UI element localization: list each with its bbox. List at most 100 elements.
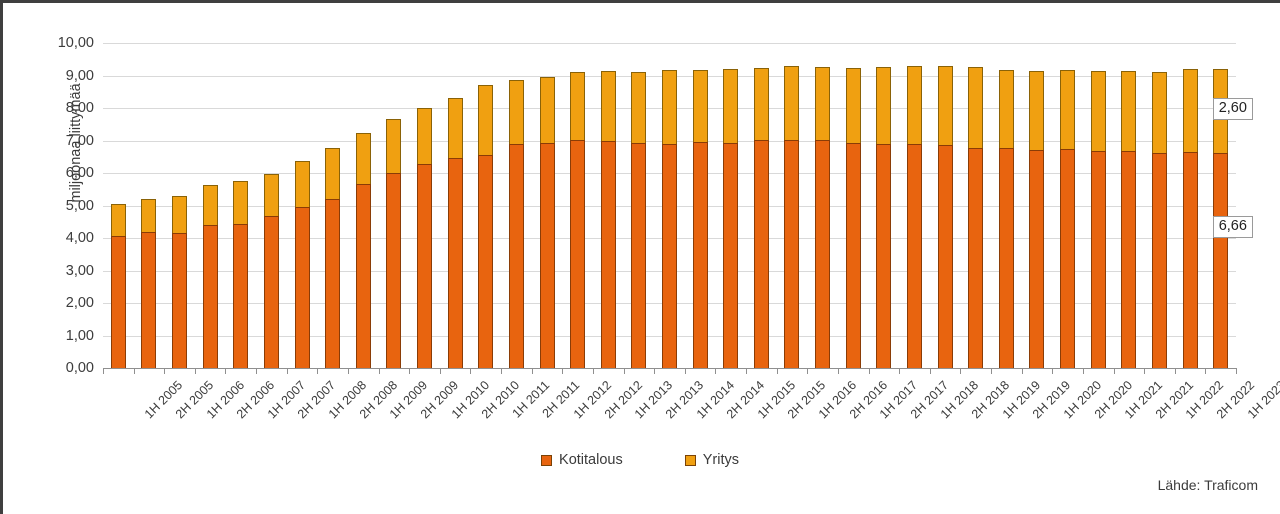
window-left-border (0, 0, 3, 514)
bar-stack (447, 97, 463, 369)
bar-segment-yritys (386, 119, 402, 175)
bar-stack (815, 67, 831, 369)
bar-segment-kotitalous (1029, 149, 1045, 369)
x-axis-tick (776, 368, 778, 374)
bar-segment-kotitalous (141, 231, 157, 369)
x-axis-tick (654, 368, 656, 374)
x-axis-tick (899, 368, 901, 374)
y-axis-tick-label: 3,00 (65, 262, 94, 279)
x-axis-tick (1236, 368, 1237, 374)
bar-stack (417, 107, 433, 369)
legend-label: Yritys (702, 452, 739, 468)
bar-segment-yritys (447, 97, 463, 160)
bar-stack (692, 69, 708, 369)
bar-segment-kotitalous (815, 140, 831, 369)
bar-segment-yritys (110, 203, 126, 237)
bar-segment-kotitalous (172, 232, 188, 369)
bar-segment-kotitalous (110, 235, 126, 369)
x-axis-tick (746, 368, 748, 374)
bar-stack (998, 69, 1014, 369)
bar-segment-yritys (202, 185, 218, 226)
x-axis-tick (715, 368, 717, 374)
bar-segment-yritys (325, 148, 341, 201)
bar-stack (1182, 69, 1198, 369)
bar-segment-yritys (784, 66, 800, 142)
bar-segment-yritys (1121, 70, 1137, 153)
bar-segment-yritys (876, 66, 892, 145)
bar-segment-kotitalous (570, 139, 586, 369)
bar-segment-yritys (815, 67, 831, 142)
x-axis-tick (1144, 368, 1146, 374)
bar-stack (508, 80, 524, 369)
y-axis-tick-label: 4,00 (65, 230, 94, 246)
x-axis-tick (1021, 368, 1023, 374)
legend-label: Kotitalous (559, 452, 623, 468)
bar-segment-yritys (263, 173, 279, 218)
y-axis-tick-label: 8,00 (65, 100, 94, 116)
x-axis-tick (929, 368, 931, 374)
bar-stack (600, 71, 616, 369)
bar-segment-yritys (355, 132, 371, 186)
bar-segment-yritys (417, 107, 433, 166)
bar-segment-kotitalous (478, 154, 494, 369)
y-axis-tick-label: 7,00 (65, 132, 94, 149)
legend-item-yritys[interactable]: Yritys (684, 452, 739, 468)
bar-segment-yritys (723, 69, 739, 144)
bar-stack (172, 195, 188, 369)
x-axis-tick (1174, 368, 1176, 374)
bar-stack (1029, 71, 1045, 369)
bar-stack (1151, 71, 1167, 369)
x-axis-tick (317, 368, 319, 374)
y-axis-tick-label: 9,00 (65, 67, 94, 84)
legend-item-kotitalous[interactable]: Kotitalous (541, 452, 623, 468)
x-axis-line (103, 368, 1236, 369)
bar-segment-kotitalous (447, 158, 463, 369)
x-axis-tick (103, 368, 104, 374)
bar-segment-yritys (508, 80, 524, 146)
bar-segment-kotitalous (784, 140, 800, 369)
bar-segment-kotitalous (294, 207, 310, 369)
x-axis-tick (991, 368, 993, 374)
x-axis-tick (286, 368, 288, 374)
bar-segment-yritys (937, 66, 953, 147)
bar-segment-kotitalous (1121, 151, 1137, 369)
bar-stack (478, 84, 494, 369)
gridline (103, 43, 1236, 44)
bar-stack (784, 66, 800, 369)
bar-segment-kotitalous (600, 140, 616, 369)
x-axis-tick (347, 368, 349, 374)
bar-segment-kotitalous (1182, 151, 1198, 369)
bar-stack (539, 76, 555, 369)
bar-segment-kotitalous (539, 142, 555, 369)
bar-stack (110, 203, 126, 369)
x-axis-tick (531, 368, 533, 374)
chart-legend: Kotitalous Yritys (0, 452, 1280, 468)
bar-stack (631, 71, 647, 369)
plot-area: 2,60 6,66 (103, 43, 1253, 369)
window-top-border (0, 0, 1280, 3)
x-axis-tick (1113, 368, 1115, 374)
bar-segment-kotitalous (1213, 152, 1229, 369)
x-axis-tick (470, 368, 472, 374)
bar-stack (753, 67, 769, 369)
bar-segment-yritys (600, 71, 616, 142)
bar-segment-kotitalous (723, 142, 739, 369)
bar-segment-yritys (539, 76, 555, 144)
bar-stack (906, 66, 922, 369)
bar-stack (386, 119, 402, 369)
bar-segment-kotitalous (662, 144, 677, 369)
x-axis-tick (378, 368, 380, 374)
bar-stack (233, 180, 249, 369)
bar-segment-yritys (1029, 71, 1045, 151)
x-axis-tick (1205, 368, 1207, 374)
y-axis-tick-label: 5,00 (65, 197, 94, 214)
source-note: Lähde: Traficom (1157, 477, 1258, 493)
bar-segment-kotitalous (998, 148, 1014, 369)
bar-segment-kotitalous (417, 164, 433, 369)
bar-segment-yritys (1060, 70, 1076, 150)
bar-segment-yritys (906, 66, 922, 146)
bar-segment-kotitalous (845, 142, 861, 369)
x-axis-tick (562, 368, 564, 374)
bar-stack (294, 161, 310, 369)
x-axis-tick (439, 368, 441, 374)
